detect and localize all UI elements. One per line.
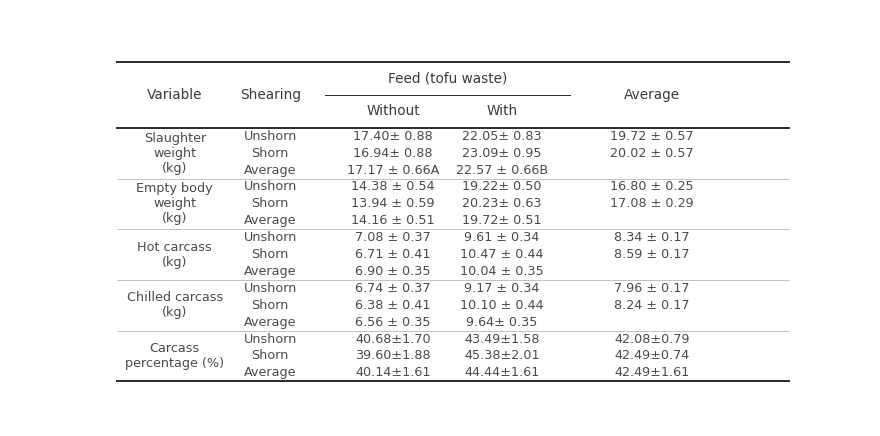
Text: 14.16 ± 0.51: 14.16 ± 0.51: [351, 215, 435, 227]
Text: Feed (tofu waste): Feed (tofu waste): [388, 72, 507, 86]
Text: 20.02 ± 0.57: 20.02 ± 0.57: [611, 146, 694, 160]
Text: Unshorn: Unshorn: [244, 333, 297, 346]
Text: With: With: [487, 105, 517, 119]
Text: 43.49±1.58: 43.49±1.58: [465, 333, 540, 346]
Text: Unshorn: Unshorn: [244, 282, 297, 295]
Text: Unshorn: Unshorn: [244, 231, 297, 244]
Text: 19.22± 0.50: 19.22± 0.50: [462, 181, 542, 194]
Text: Average: Average: [244, 164, 297, 177]
Text: 8.59 ± 0.17: 8.59 ± 0.17: [614, 248, 690, 261]
Text: 40.68±1.70: 40.68±1.70: [356, 333, 431, 346]
Text: 14.38 ± 0.54: 14.38 ± 0.54: [351, 181, 435, 194]
Text: 7.96 ± 0.17: 7.96 ± 0.17: [614, 282, 690, 295]
Text: 9.64± 0.35: 9.64± 0.35: [466, 316, 538, 329]
Text: Shorn: Shorn: [252, 198, 289, 211]
Text: Shorn: Shorn: [252, 248, 289, 261]
Text: 39.60±1.88: 39.60±1.88: [356, 350, 431, 362]
Text: 19.72 ± 0.57: 19.72 ± 0.57: [611, 130, 694, 143]
Text: 42.49±1.61: 42.49±1.61: [614, 366, 690, 379]
Text: Average: Average: [244, 316, 297, 329]
Text: 16.80 ± 0.25: 16.80 ± 0.25: [611, 181, 694, 194]
Text: 45.38±2.01: 45.38±2.01: [465, 350, 540, 362]
Text: 10.10 ± 0.44: 10.10 ± 0.44: [460, 299, 544, 312]
Text: 7.08 ± 0.37: 7.08 ± 0.37: [356, 231, 431, 244]
Text: 6.90 ± 0.35: 6.90 ± 0.35: [356, 265, 431, 278]
Text: Shorn: Shorn: [252, 350, 289, 362]
Text: Unshorn: Unshorn: [244, 130, 297, 143]
Text: Average: Average: [624, 88, 680, 102]
Text: 6.71 ± 0.41: 6.71 ± 0.41: [356, 248, 431, 261]
Text: Chilled carcass
(kg): Chilled carcass (kg): [127, 291, 223, 319]
Text: 9.61 ± 0.34: 9.61 ± 0.34: [465, 231, 539, 244]
Text: 40.14±1.61: 40.14±1.61: [356, 366, 431, 379]
Text: 6.38 ± 0.41: 6.38 ± 0.41: [356, 299, 431, 312]
Text: Shearing: Shearing: [239, 88, 301, 102]
Text: 6.56 ± 0.35: 6.56 ± 0.35: [356, 316, 431, 329]
Text: 44.44±1.61: 44.44±1.61: [465, 366, 539, 379]
Text: Unshorn: Unshorn: [244, 181, 297, 194]
Text: 42.08±0.79: 42.08±0.79: [614, 333, 690, 346]
Text: Average: Average: [244, 265, 297, 278]
Text: Empty body
weight
(kg): Empty body weight (kg): [136, 182, 213, 225]
Text: 22.05± 0.83: 22.05± 0.83: [462, 130, 542, 143]
Text: 17.08 ± 0.29: 17.08 ± 0.29: [611, 198, 694, 211]
Text: Average: Average: [244, 366, 297, 379]
Text: 16.94± 0.88: 16.94± 0.88: [353, 146, 433, 160]
Text: Hot carcass
(kg): Hot carcass (kg): [137, 241, 212, 269]
Text: 10.04 ± 0.35: 10.04 ± 0.35: [460, 265, 544, 278]
Text: Shorn: Shorn: [252, 146, 289, 160]
Text: 13.94 ± 0.59: 13.94 ± 0.59: [351, 198, 435, 211]
Text: 6.74 ± 0.37: 6.74 ± 0.37: [356, 282, 431, 295]
Text: Variable: Variable: [147, 88, 202, 102]
Text: Average: Average: [244, 215, 297, 227]
Text: 19.72± 0.51: 19.72± 0.51: [462, 215, 542, 227]
Text: 9.17 ± 0.34: 9.17 ± 0.34: [465, 282, 540, 295]
Text: 17.17 ± 0.66A: 17.17 ± 0.66A: [347, 164, 439, 177]
Text: 23.09± 0.95: 23.09± 0.95: [462, 146, 542, 160]
Text: Shorn: Shorn: [252, 299, 289, 312]
Text: 8.34 ± 0.17: 8.34 ± 0.17: [614, 231, 690, 244]
Text: 8.24 ± 0.17: 8.24 ± 0.17: [614, 299, 690, 312]
Text: 10.47 ± 0.44: 10.47 ± 0.44: [460, 248, 544, 261]
Text: Without: Without: [366, 105, 420, 119]
Text: 20.23± 0.63: 20.23± 0.63: [462, 198, 542, 211]
Text: Slaughter
weight
(kg): Slaughter weight (kg): [143, 132, 206, 175]
Text: Carcass
percentage (%): Carcass percentage (%): [125, 342, 224, 370]
Text: 42.49±0.74: 42.49±0.74: [614, 350, 690, 362]
Text: 22.57 ± 0.66B: 22.57 ± 0.66B: [456, 164, 548, 177]
Text: 17.40± 0.88: 17.40± 0.88: [353, 130, 433, 143]
